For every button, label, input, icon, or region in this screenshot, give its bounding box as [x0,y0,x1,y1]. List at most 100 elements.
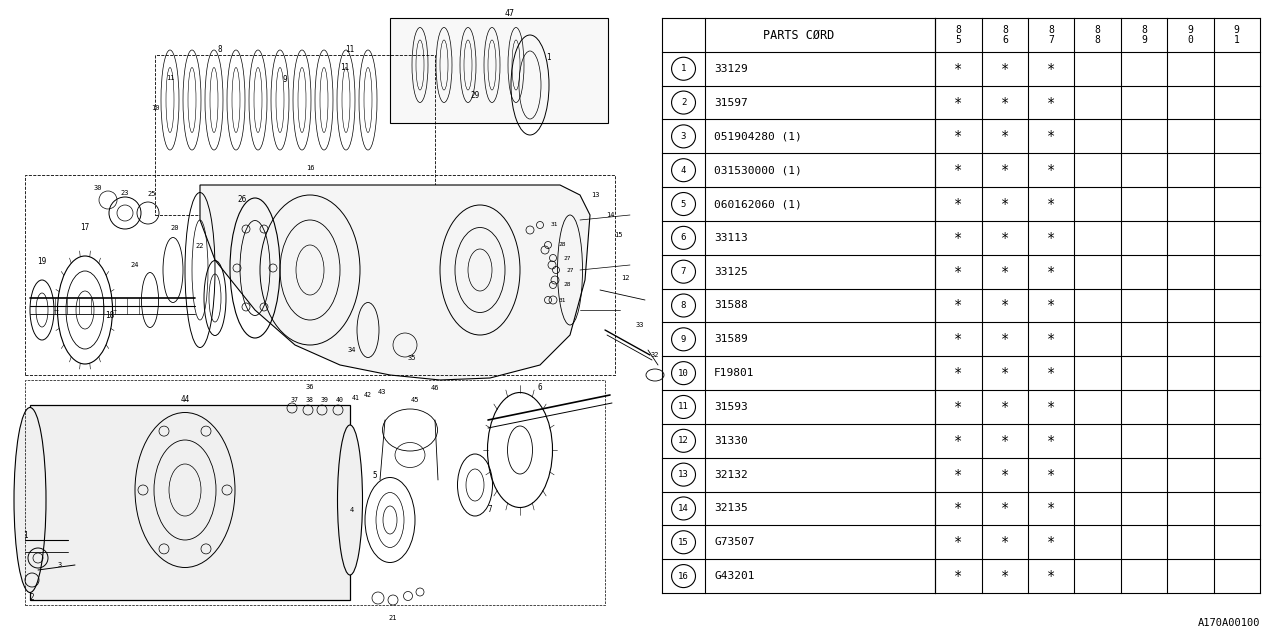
Text: *: * [1047,502,1056,515]
Text: G73507: G73507 [714,537,754,547]
Text: 30: 30 [93,185,102,191]
Text: 26: 26 [237,195,247,205]
Ellipse shape [338,425,362,575]
Text: 47: 47 [506,10,515,19]
Text: *: * [1001,434,1009,448]
Text: 12: 12 [621,275,630,281]
Text: 8: 8 [681,301,686,310]
Text: 35: 35 [408,355,416,361]
Text: 42: 42 [364,392,372,398]
Text: 44: 44 [180,396,189,404]
Text: 11: 11 [340,63,349,72]
Text: 33129: 33129 [714,64,748,74]
Text: 32135: 32135 [714,504,748,513]
Text: 21: 21 [389,615,397,621]
Text: 19: 19 [37,257,46,266]
Text: 7: 7 [488,506,493,515]
Text: *: * [1047,535,1056,549]
Text: 11: 11 [346,45,355,54]
Text: *: * [1047,129,1056,143]
Text: 8
8: 8 8 [1094,25,1101,45]
Text: *: * [955,366,963,380]
Text: *: * [1001,366,1009,380]
Text: *: * [955,129,963,143]
Text: *: * [955,332,963,346]
Text: 31593: 31593 [714,402,748,412]
Text: 8
9: 8 9 [1140,25,1147,45]
Text: 38: 38 [306,397,314,403]
Ellipse shape [14,408,46,593]
Text: 31: 31 [550,223,558,227]
Text: 31589: 31589 [714,334,748,344]
Text: 3: 3 [681,132,686,141]
Text: 16: 16 [678,572,689,580]
Text: 20: 20 [170,225,179,231]
Text: *: * [1001,400,1009,414]
Text: *: * [1047,197,1056,211]
Text: 031530000 (1): 031530000 (1) [714,165,801,175]
Text: F19801: F19801 [714,368,754,378]
Text: 5: 5 [372,470,378,479]
Text: *: * [1047,163,1056,177]
Text: 25: 25 [147,191,156,197]
Text: *: * [1001,468,1009,482]
Text: 1: 1 [23,531,27,540]
Text: *: * [955,434,963,448]
Text: 8: 8 [218,45,223,54]
Text: 27: 27 [566,268,573,273]
Text: *: * [1001,332,1009,346]
Text: *: * [1001,61,1009,76]
Text: 14: 14 [605,212,614,218]
Text: 33113: 33113 [714,233,748,243]
Text: 46: 46 [431,385,439,391]
Text: 22: 22 [196,243,205,249]
Text: *: * [1001,231,1009,245]
Text: 11: 11 [678,403,689,412]
Text: 8
7: 8 7 [1048,25,1055,45]
Text: *: * [1001,129,1009,143]
Text: 6: 6 [681,234,686,243]
Text: 9
1: 9 1 [1234,25,1240,45]
Bar [26,175,614,375]
Text: 10: 10 [151,105,159,111]
Bar [155,55,435,215]
Text: *: * [955,468,963,482]
Text: 45: 45 [411,397,420,403]
Text: 4: 4 [349,507,355,513]
Text: *: * [955,163,963,177]
Text: *: * [1047,434,1056,448]
Text: 11: 11 [165,75,174,81]
Text: 41: 41 [352,395,360,401]
Text: 051904280 (1): 051904280 (1) [714,131,801,141]
Text: 7: 7 [681,267,686,276]
Text: 28: 28 [558,243,566,248]
Bar [390,18,608,123]
Text: *: * [955,95,963,109]
Text: *: * [955,265,963,278]
Text: 1: 1 [681,64,686,73]
Text: 5: 5 [681,200,686,209]
Text: 23: 23 [120,190,129,196]
Text: 27: 27 [563,255,571,260]
Text: 33: 33 [636,322,644,328]
Text: *: * [1001,569,1009,583]
Text: 32: 32 [650,352,659,358]
Bar [29,405,349,600]
Text: PARTS CØRD: PARTS CØRD [763,28,835,42]
Text: *: * [955,502,963,515]
Text: *: * [1047,366,1056,380]
Text: 4: 4 [681,166,686,175]
Text: 40: 40 [335,397,344,403]
Text: 1: 1 [545,54,550,63]
Text: 9
0: 9 0 [1188,25,1193,45]
Text: 13: 13 [591,192,599,198]
Text: G43201: G43201 [714,571,754,581]
Text: 34: 34 [348,347,356,353]
Text: 12: 12 [678,436,689,445]
Text: *: * [1047,468,1056,482]
Text: 28: 28 [563,282,571,287]
Text: *: * [1047,61,1056,76]
Text: *: * [955,569,963,583]
Text: 13: 13 [678,470,689,479]
Text: *: * [1047,265,1056,278]
